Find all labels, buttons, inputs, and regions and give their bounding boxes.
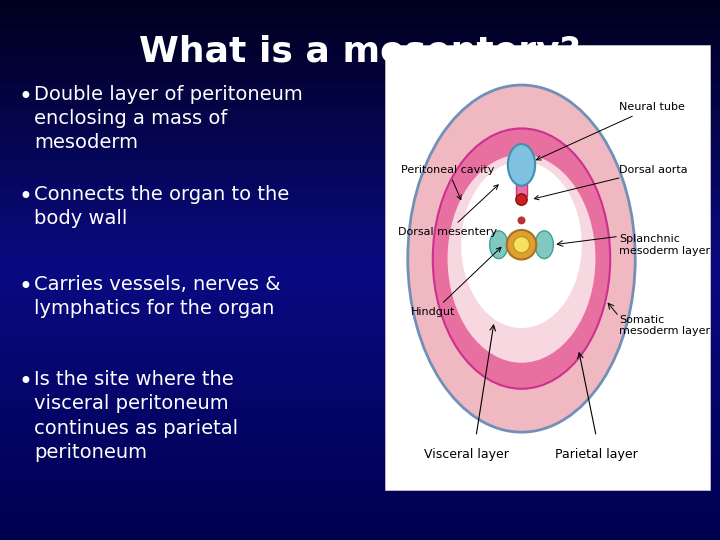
Ellipse shape: [408, 85, 635, 432]
Text: •: •: [18, 85, 32, 109]
Text: Visceral layer: Visceral layer: [424, 448, 509, 461]
Circle shape: [518, 217, 526, 225]
Text: Dorsal mesentery: Dorsal mesentery: [398, 185, 498, 237]
Text: Connects the organ to the
body wall: Connects the organ to the body wall: [34, 185, 289, 228]
Bar: [385, 45, 710, 490]
Ellipse shape: [490, 231, 508, 259]
Text: Double layer of peritoneum
enclosing a mass of
mesoderm: Double layer of peritoneum enclosing a m…: [34, 85, 302, 152]
Ellipse shape: [508, 144, 535, 186]
Text: •: •: [18, 275, 32, 299]
Text: Somatic
mesoderm layer: Somatic mesoderm layer: [619, 314, 710, 336]
Ellipse shape: [535, 231, 554, 259]
Text: Neural tube: Neural tube: [536, 102, 685, 160]
Text: What is a mesentery?: What is a mesentery?: [139, 35, 581, 69]
Circle shape: [516, 194, 527, 205]
Text: Peritoneal cavity: Peritoneal cavity: [401, 165, 495, 199]
Bar: [516, 154, 526, 196]
Text: Dorsal aorta: Dorsal aorta: [534, 165, 688, 200]
Text: Is the site where the
visceral peritoneum
continues as parietal
peritoneum: Is the site where the visceral peritoneu…: [34, 370, 238, 462]
Circle shape: [513, 237, 530, 253]
Text: •: •: [18, 370, 32, 394]
Text: Carries vessels, nerves &
lymphatics for the organ: Carries vessels, nerves & lymphatics for…: [34, 275, 281, 318]
Ellipse shape: [462, 161, 582, 328]
Ellipse shape: [433, 129, 611, 389]
Text: Parietal layer: Parietal layer: [555, 448, 638, 461]
Ellipse shape: [448, 154, 595, 363]
Circle shape: [507, 230, 536, 260]
Text: Hindgut: Hindgut: [411, 247, 501, 317]
Text: •: •: [18, 185, 32, 209]
Text: Splanchnic
mesoderm layer: Splanchnic mesoderm layer: [619, 234, 710, 256]
